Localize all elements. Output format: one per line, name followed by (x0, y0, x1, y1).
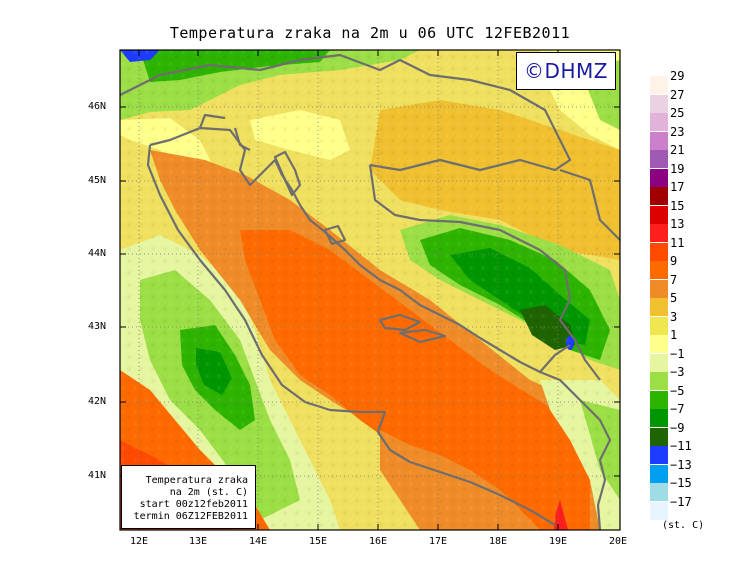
lon-label: 18E (488, 536, 508, 547)
legend-swatch (650, 94, 668, 113)
legend-label: 11 (670, 235, 685, 250)
info-line: Temperatura zraka (145, 475, 248, 486)
legend-swatch (650, 316, 668, 335)
lat-label: 44N (88, 248, 107, 259)
legend-swatch (650, 168, 668, 187)
lon-label: 13E (188, 536, 208, 547)
legend-label: −15 (670, 476, 692, 490)
map-frame (119, 49, 621, 531)
legend-swatch (650, 390, 668, 409)
legend-swatch (650, 353, 668, 372)
lat-label: 46N (88, 101, 107, 112)
lon-label: 14E (248, 536, 268, 547)
legend-swatch (650, 279, 668, 298)
legend-swatch (650, 483, 668, 501)
legend-label: −3 (670, 365, 685, 379)
legend-label: 3 (670, 309, 678, 324)
info-box: Temperatura zraka na 2m (st. C) start 00… (121, 465, 256, 529)
info-line: na 2m (st. C) (169, 487, 248, 498)
legend-swatch (650, 446, 668, 464)
dhmz-logo: ©DHMZ (516, 52, 616, 90)
info-line: start 00z12feb2011 (139, 499, 248, 510)
legend-label: −1 (670, 346, 685, 361)
legend-swatch (650, 372, 668, 390)
lon-label: 12E (129, 536, 149, 547)
coastlines-borders (120, 53, 620, 530)
legend-label: −13 (670, 457, 692, 472)
lon-label: 20E (608, 536, 628, 547)
legend-swatch (650, 409, 668, 427)
info-line: termin 06Z12FEB2011 (133, 511, 248, 522)
legend-label: −11 (670, 439, 692, 453)
legend-unit: (st. C) (662, 520, 705, 531)
legend-swatch (650, 131, 668, 150)
legend-swatch (650, 76, 668, 94)
legend-label: 17 (670, 180, 685, 194)
legend-label: 15 (670, 198, 685, 213)
lat-label: 42N (88, 396, 107, 407)
grid-lines (120, 50, 620, 530)
legend-label: −9 (670, 420, 685, 435)
lon-label: 19E (548, 536, 568, 547)
lon-label: 15E (308, 536, 328, 547)
lat-label: 43N (88, 321, 107, 332)
legend-swatch (650, 335, 668, 353)
legend-label: 21 (670, 143, 685, 157)
legend-swatch (650, 501, 668, 520)
legend-label: 29 (670, 69, 685, 83)
legend-swatch (650, 298, 668, 316)
legend-swatch (650, 150, 668, 168)
temperature-field (120, 50, 620, 530)
legend-label: 13 (670, 217, 685, 231)
legend-label: 19 (670, 161, 685, 176)
map-title: Temperatura zraka na 2m u 06 UTC 12FEB20… (169, 24, 571, 42)
legend-label: 25 (670, 106, 685, 120)
lon-label: 17E (428, 536, 448, 547)
legend-swatch (650, 224, 668, 242)
legend-label: −5 (670, 383, 685, 398)
legend-swatch (650, 464, 668, 483)
legend-swatch (650, 113, 668, 131)
legend-label: −7 (670, 402, 685, 416)
legend-label: 27 (670, 87, 685, 102)
legend-label: −17 (670, 494, 692, 509)
lat-label: 41N (88, 470, 107, 481)
legend-label: 1 (670, 328, 678, 342)
lat-label: 45N (88, 175, 107, 186)
legend-swatch (650, 427, 668, 446)
legend-label: 9 (670, 254, 678, 268)
legend-swatch (650, 187, 668, 205)
legend-swatch (650, 205, 668, 224)
legend-swatch (650, 261, 668, 279)
legend-label: 7 (670, 272, 678, 287)
legend-label: 23 (670, 124, 685, 139)
legend-swatch (650, 242, 668, 261)
legend-label: 5 (670, 291, 678, 305)
lon-label: 16E (368, 536, 388, 547)
